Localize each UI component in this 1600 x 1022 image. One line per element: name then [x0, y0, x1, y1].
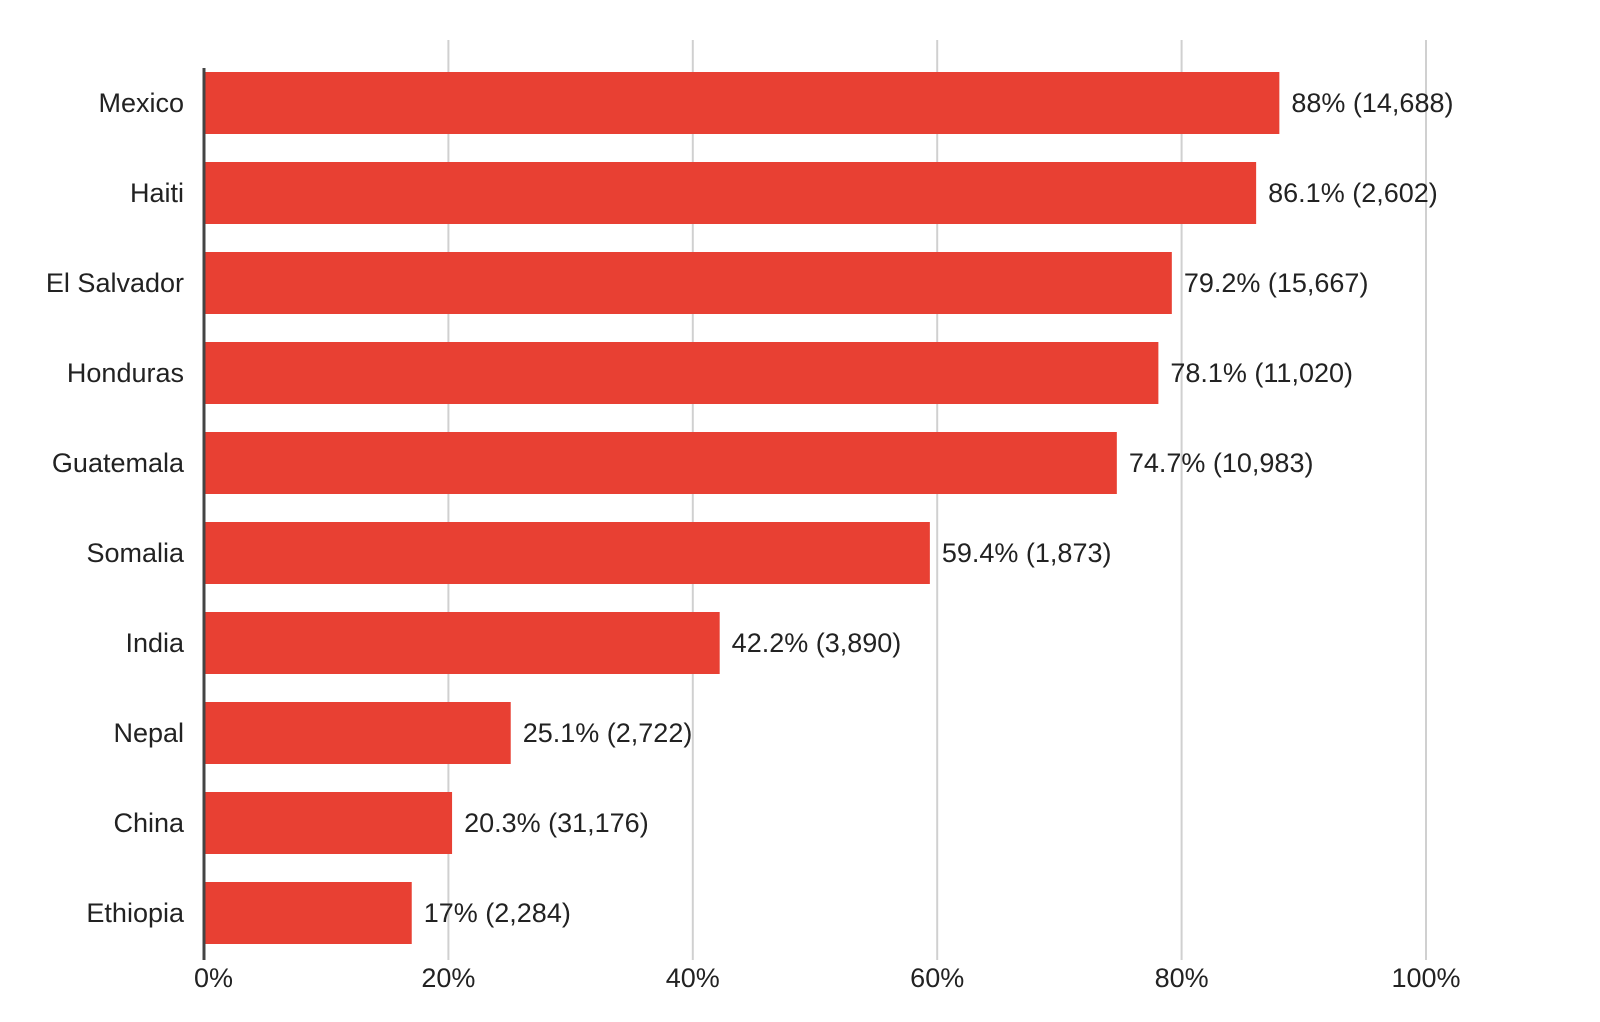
category-label-guatemala: Guatemala — [52, 448, 185, 478]
data-label-el-salvador: 79.2% (15,667) — [1184, 268, 1369, 298]
x-tick-label-80: 80% — [1155, 963, 1209, 993]
x-tick-label-20: 20% — [421, 963, 475, 993]
bar-somalia — [204, 522, 930, 584]
x-tick-label-60: 60% — [910, 963, 964, 993]
category-label-haiti: Haiti — [130, 178, 184, 208]
bar-nepal — [204, 702, 511, 764]
x-tick-label-0: 0% — [194, 963, 233, 993]
category-label-honduras: Honduras — [67, 358, 184, 388]
bars — [204, 72, 1280, 944]
data-label-nepal: 25.1% (2,722) — [523, 718, 693, 748]
bar-haiti — [204, 162, 1257, 224]
data-label-india: 42.2% (3,890) — [732, 628, 902, 658]
x-tick-labels: 0% 20% 40% 60% 80% 100% — [194, 963, 1461, 993]
category-label-somalia: Somalia — [86, 538, 185, 568]
category-label-ethiopia: Ethiopia — [86, 898, 185, 928]
category-labels: Mexico Haiti El Salvador Honduras Guatemala S… — [46, 88, 185, 928]
data-label-china: 20.3% (31,176) — [464, 808, 649, 838]
category-label-el-salvador: El Salvador — [46, 268, 184, 298]
x-tick-label-40: 40% — [666, 963, 720, 993]
bar-honduras — [204, 342, 1159, 404]
bar-mexico — [204, 72, 1280, 134]
data-label-mexico: 88% (14,688) — [1291, 88, 1453, 118]
data-labels: 88% (14,688) 86.1% (2,602) 79.2% (15,667) 7… — [424, 88, 1454, 928]
bar-china — [204, 792, 453, 854]
bar-el-salvador — [204, 252, 1172, 314]
data-label-honduras: 78.1% (11,020) — [1170, 358, 1353, 388]
data-label-haiti: 86.1% (2,602) — [1268, 178, 1438, 208]
bar-guatemala — [204, 432, 1117, 494]
category-label-mexico: Mexico — [98, 88, 184, 118]
category-label-china: China — [113, 808, 185, 838]
data-label-guatemala: 74.7% (10,983) — [1129, 448, 1314, 478]
category-label-india: India — [125, 628, 185, 658]
data-label-somalia: 59.4% (1,873) — [942, 538, 1112, 568]
category-label-nepal: Nepal — [113, 718, 184, 748]
x-tick-label-100: 100% — [1391, 963, 1460, 993]
bar-ethiopia — [204, 882, 412, 944]
bar-india — [204, 612, 720, 674]
data-label-ethiopia: 17% (2,284) — [424, 898, 571, 928]
